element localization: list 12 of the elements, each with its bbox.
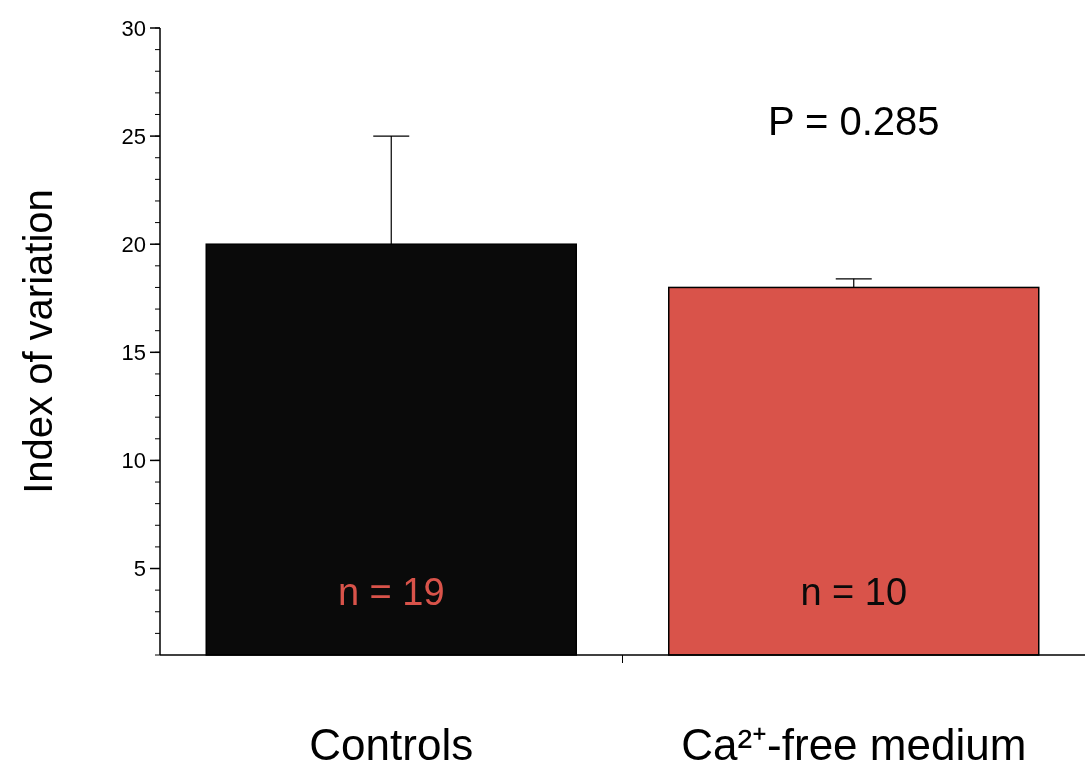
x-tick-label: Controls <box>309 720 474 769</box>
y-axis-title: Index of variation <box>16 189 60 494</box>
y-tick-label: 20 <box>121 231 146 257</box>
y-tick-label: 25 <box>121 123 146 149</box>
x-tick-label: Ca²⁺-free medium <box>681 720 1027 769</box>
y-tick-label: 5 <box>133 556 146 582</box>
y-tick-label: 15 <box>121 340 146 366</box>
annotation: n = 19 <box>337 571 445 613</box>
annotation: n = 10 <box>800 571 908 613</box>
y-tick-label: 10 <box>121 448 146 474</box>
annotation: P = 0.285 <box>767 98 940 143</box>
y-tick-label: 30 <box>121 15 146 41</box>
